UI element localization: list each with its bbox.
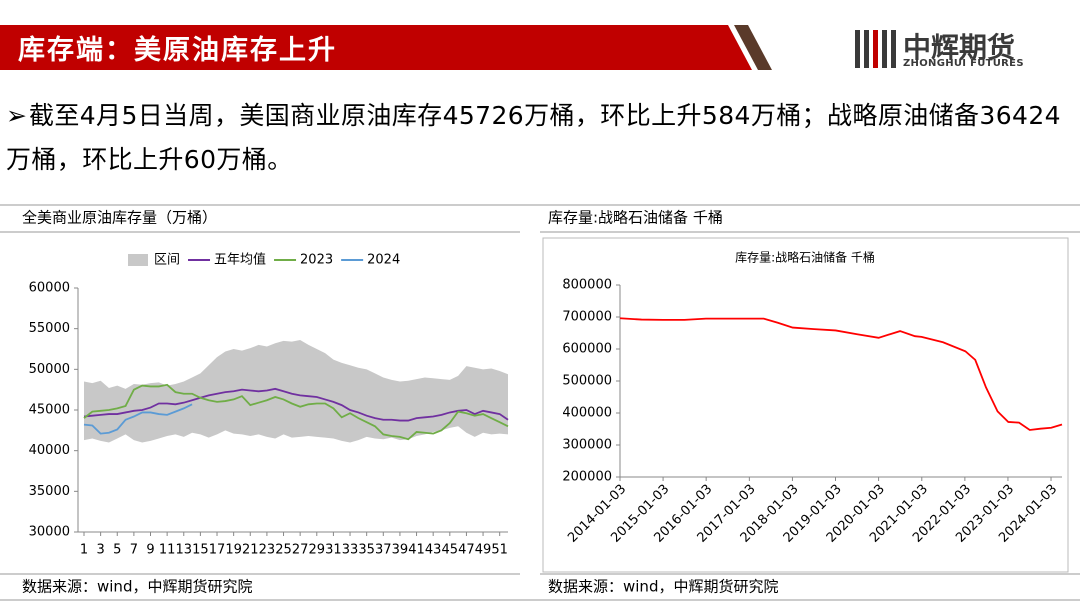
y-tick-label: 800000 xyxy=(562,278,612,293)
y-tick-label: 500000 xyxy=(562,374,612,389)
x-tick-label: 19 xyxy=(225,543,242,558)
y-tick-label: 50000 xyxy=(29,362,70,377)
y-tick-label: 300000 xyxy=(562,438,612,453)
y-tick-label: 600000 xyxy=(562,342,612,357)
x-tick-label: 25 xyxy=(275,543,292,558)
y-tick-label: 30000 xyxy=(29,525,70,540)
x-tick-label: 49 xyxy=(475,543,492,558)
x-tick-label: 13 xyxy=(175,543,192,558)
x-tick-label: 5 xyxy=(113,543,121,558)
y-tick-label: 40000 xyxy=(29,443,70,458)
x-tick-label: 51 xyxy=(491,543,508,558)
x-tick-label: 29 xyxy=(309,543,326,558)
x-tick-label: 1 xyxy=(80,543,88,558)
bullet-symbol: ➢ xyxy=(6,101,27,130)
y-tick-label: 700000 xyxy=(562,310,612,325)
logo-subtext: ZHONGHUI FUTURES xyxy=(903,58,1024,69)
source: 数据来源：wind，中辉期货研究院 xyxy=(22,578,252,596)
x-tick-label: 31 xyxy=(325,543,342,558)
y-tick-label: 400000 xyxy=(562,406,612,421)
series-line xyxy=(83,403,193,435)
x-tick-label: 45 xyxy=(442,543,459,558)
chart-title: 库存量:战略石油储备 千桶 xyxy=(735,250,875,265)
x-tick-label: 47 xyxy=(458,543,475,558)
logo-text: 中辉期货 xyxy=(903,31,1016,64)
x-tick-label: 11 xyxy=(159,543,176,558)
x-tick-label: 39 xyxy=(392,543,409,558)
y-tick-label: 35000 xyxy=(29,484,70,499)
chart-caption: 全美商业原油库存量（万桶） xyxy=(22,209,217,227)
x-tick-label: 3 xyxy=(96,543,104,558)
legend-label: 五年均值 xyxy=(214,252,266,268)
series-line xyxy=(619,317,1063,431)
x-tick-label: 43 xyxy=(425,543,442,558)
x-tick-label: 41 xyxy=(408,543,425,558)
legend-swatch xyxy=(128,254,148,266)
chart-caption: 库存量:战略石油储备 千桶 xyxy=(548,209,723,227)
legend-label: 区间 xyxy=(154,253,180,268)
header-stripe xyxy=(734,25,772,70)
y-tick-label: 60000 xyxy=(29,281,70,296)
x-tick-label: 37 xyxy=(375,543,392,558)
legend-label: 2024 xyxy=(367,253,400,268)
header-title: 库存端：美原油库存上升 xyxy=(18,35,337,66)
x-tick-label: 17 xyxy=(209,543,226,558)
bullet-point: ➢截至4月5日当周，美国商业原油库存45726万桶，环比上升584万桶；战略原油… xyxy=(6,94,1070,182)
x-tick-label: 7 xyxy=(130,543,138,558)
range-area xyxy=(84,340,508,443)
x-tick-label: 9 xyxy=(146,543,154,558)
x-tick-label: 15 xyxy=(192,543,209,558)
bullet-text: 截至4月5日当周，美国商业原油库存45726万桶，环比上升584万桶；战略原油储… xyxy=(6,101,1061,174)
x-tick-label: 21 xyxy=(242,543,259,558)
x-tick-label: 27 xyxy=(292,543,309,558)
chart-frame xyxy=(542,237,1069,573)
y-tick-label: 55000 xyxy=(29,321,70,336)
logo-icon xyxy=(855,30,896,68)
x-tick-label: 23 xyxy=(259,543,276,558)
series-line xyxy=(83,383,509,441)
series-line xyxy=(83,387,509,422)
legend-label: 2023 xyxy=(300,253,333,268)
x-tick-label: 35 xyxy=(358,543,375,558)
source: 数据来源：wind，中辉期货研究院 xyxy=(548,578,778,596)
x-tick-label: 33 xyxy=(342,543,359,558)
y-tick-label: 200000 xyxy=(562,470,612,485)
y-tick-label: 45000 xyxy=(29,403,70,418)
header-bar xyxy=(0,25,752,70)
